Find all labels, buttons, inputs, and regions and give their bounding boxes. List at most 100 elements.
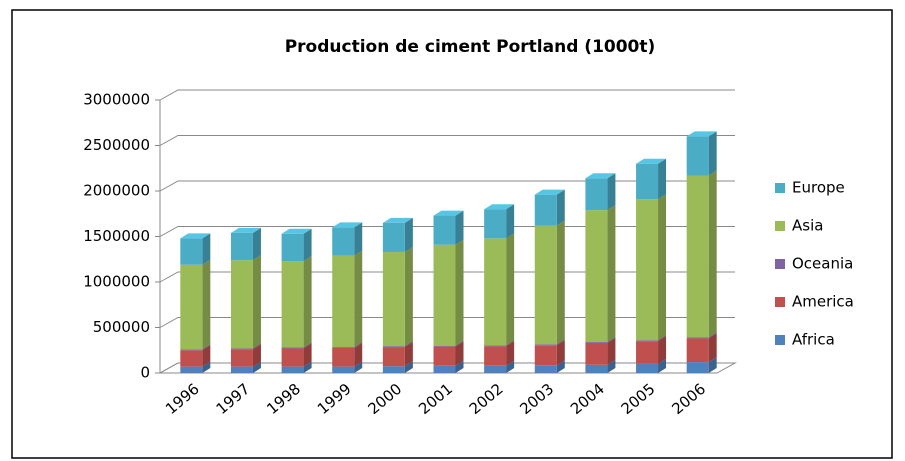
bar-side [202,361,211,373]
bar-side [252,227,261,261]
bar-side [455,210,464,245]
bar [686,362,709,373]
bar-top [534,189,565,195]
bar [484,345,507,347]
bar [534,194,557,226]
bar-top [636,158,667,164]
bar-side [303,342,312,349]
bar-side [607,205,616,343]
y-tick-label: 2000000 [83,182,150,200]
bar-side [658,336,667,364]
bar [281,233,304,262]
legend-label: Oceania [792,255,853,273]
bar [332,347,355,367]
bar-side [708,332,717,339]
bar [433,215,456,245]
bar-side [607,173,616,211]
bar-side [404,246,413,347]
bar-side [404,361,413,373]
bar [433,346,456,366]
bar-side [708,131,717,176]
bar [585,342,608,343]
bar-side [607,337,616,365]
bar-side [708,357,717,373]
bar-side [252,344,261,367]
bar [433,345,456,347]
bar-side [658,335,667,342]
bar-side [658,158,667,200]
bar [433,365,456,373]
bar-side [303,228,312,262]
bar [585,364,608,373]
bar [636,340,659,342]
bar-side [354,342,363,367]
bar-side [556,220,565,345]
bar-side [252,343,261,350]
bar [382,347,405,367]
bar [382,366,405,373]
bar [636,363,659,373]
bar-side [607,337,616,343]
legend-label: Africa [792,331,835,349]
grid-line [159,135,735,146]
bar-top [484,204,515,210]
bar-side [202,259,211,350]
bar [686,136,709,176]
bar [332,366,355,373]
bar [534,344,557,346]
bar-side [506,360,515,373]
bar [382,222,405,252]
bar-side [658,194,667,341]
bar-side [252,361,261,373]
bar [484,365,507,373]
bar [686,338,709,363]
y-tick-label: 1000000 [83,273,150,291]
bar-side [506,233,515,346]
bar-side [354,361,363,373]
bar-side [708,333,717,363]
bar [180,350,203,367]
y-tick-label: 2500000 [83,136,150,154]
bar [484,209,507,239]
bar [180,264,203,350]
bar-top [585,173,616,179]
bar-side [202,344,211,351]
bar-side [202,345,211,367]
bar [230,260,253,349]
bar [636,163,659,200]
bar-side [506,341,515,366]
grid-line [159,180,735,192]
bar-side [556,189,565,226]
bar [534,365,557,373]
legend-swatch [775,221,785,231]
y-tick-label: 1500000 [83,227,150,245]
bar [484,238,507,346]
bar-top [433,210,464,216]
bar-side [455,239,464,346]
y-tick-label: 500000 [93,318,150,336]
bar [534,225,557,345]
bar [332,227,355,256]
bar [585,178,608,211]
legend-swatch [775,297,785,307]
grid-line [159,89,735,101]
bar [686,337,709,339]
legend-label: Europe [792,179,845,197]
bar-side [252,255,261,349]
bar [534,345,557,366]
bar-top [382,217,413,223]
legend-label: Asia [792,217,823,235]
bar-side [506,340,515,347]
bar-side [354,222,363,256]
bar-side [607,359,616,373]
bar-side [556,360,565,373]
bar [433,244,456,346]
bar [230,366,253,373]
bar [484,346,507,366]
bar [686,175,709,338]
bar [230,348,253,350]
bar [332,255,355,348]
legend-swatch [775,335,785,345]
bar-side [404,217,413,252]
